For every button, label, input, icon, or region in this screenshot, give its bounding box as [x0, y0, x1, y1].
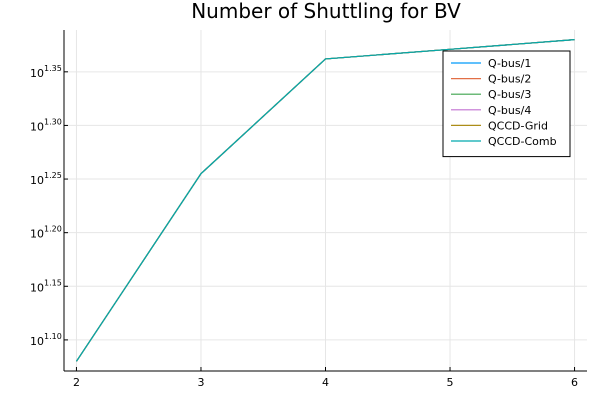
legend-label: QCCD-Comb — [488, 135, 557, 148]
x-tick-label: 6 — [571, 376, 578, 389]
x-tick-label: 5 — [447, 376, 454, 389]
x-tick-label: 2 — [73, 376, 80, 389]
grid — [64, 30, 587, 371]
legend-label: Q-bus/4 — [488, 104, 531, 117]
x-tick-label: 3 — [197, 376, 204, 389]
y-tick-label: 101.15 — [30, 278, 62, 294]
x-tick-label: 4 — [322, 376, 329, 389]
tick-labels: 2 3 4 5 6101.35101.30101.25101.20101.15101.1… — [30, 64, 578, 389]
axes — [63, 30, 587, 372]
y-tick-base: 10 — [30, 120, 44, 133]
y-tick-exponent: 1.10 — [44, 332, 62, 341]
y-tick-label: 101.20 — [30, 225, 62, 241]
y-tick-exponent: 1.30 — [44, 117, 62, 126]
legend-label: Q-bus/2 — [488, 73, 531, 86]
y-tick-base: 10 — [30, 281, 44, 294]
y-tick-base: 10 — [30, 174, 44, 187]
y-tick-exponent: 1.20 — [44, 225, 62, 234]
y-tick-label: 101.35 — [30, 64, 62, 80]
chart-title: Number of Shuttling for BV — [191, 0, 461, 23]
legend-label: Q-bus/3 — [488, 88, 531, 101]
series — [75, 39, 575, 362]
y-tick-exponent: 1.35 — [44, 64, 62, 73]
y-tick-label: 101.10 — [30, 332, 62, 348]
legend: Q-bus/1 Q-bus/2 Q-bus/3 Q-bus/4 QCCD-Grid QCC… — [442, 50, 571, 158]
y-tick-label: 101.25 — [30, 171, 62, 187]
y-tick-base: 10 — [30, 335, 44, 348]
legend-label: QCCD-Grid — [488, 119, 548, 132]
y-tick-label: 101.30 — [30, 117, 62, 133]
y-tick-exponent: 1.15 — [44, 278, 62, 287]
series-line — [75, 39, 575, 362]
legend-label: Q-bus/1 — [488, 57, 531, 70]
y-tick-base: 10 — [30, 228, 44, 241]
y-tick-base: 10 — [30, 67, 44, 80]
legend-box — [442, 50, 571, 158]
y-tick-exponent: 1.25 — [44, 171, 62, 180]
